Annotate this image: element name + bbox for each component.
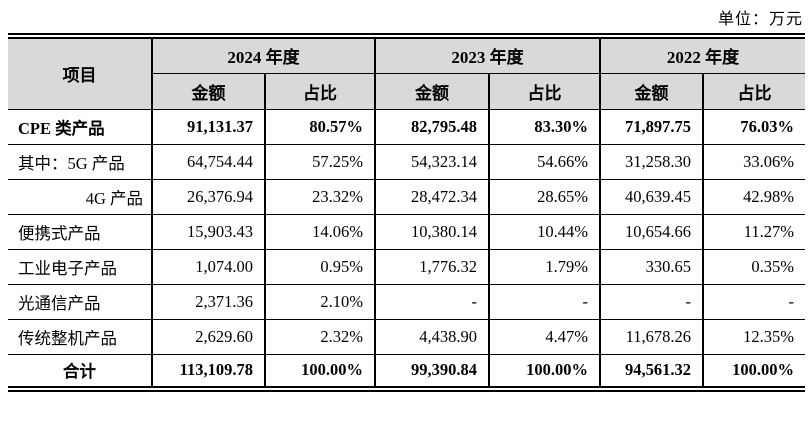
table-cell: 4,438.90 <box>374 318 490 355</box>
table-cell: 76.03% <box>702 108 805 145</box>
table-header-years: 项目 2024 年度 2023 年度 2022 年度 <box>8 35 805 110</box>
column-header-ratio-2024: 占比 <box>264 72 376 110</box>
table-cell: 2,371.36 <box>151 283 266 320</box>
table-cell: 57.25% <box>264 143 376 180</box>
table-row-optical-communication: 光通信产品 2,371.36 2.10% - - - - <box>8 283 805 320</box>
column-header-amount-2022: 金额 <box>599 72 704 110</box>
revenue-by-product-table: 项目 2024 年度 2023 年度 2022 年度 金额 占比 金额 占比 金… <box>8 33 805 392</box>
table-cell: 10,654.66 <box>599 213 704 250</box>
table-cell: 12.35% <box>702 318 805 355</box>
table-row-portable-products: 便携式产品 15,903.43 14.06% 10,380.14 10.44% … <box>8 213 805 250</box>
table-cell: 100.00% <box>264 353 376 390</box>
table-cell: 82,795.48 <box>374 108 490 145</box>
table-cell: 1,074.00 <box>151 248 266 285</box>
table-cell: - <box>702 283 805 320</box>
table-cell: 71,897.75 <box>599 108 704 145</box>
table-cell: 94,561.32 <box>599 353 704 390</box>
row-label: 工业电子产品 <box>8 248 153 285</box>
table-cell: - <box>374 283 490 320</box>
row-label: 传统整机产品 <box>8 318 153 355</box>
table-cell: 14.06% <box>264 213 376 250</box>
table-cell: 1.79% <box>488 248 601 285</box>
table-row-cpe-products: CPE 类产品 91,131.37 80.57% 82,795.48 83.30… <box>8 108 805 145</box>
row-label: 4G 产品 <box>8 178 153 215</box>
table-cell: 2.32% <box>264 318 376 355</box>
row-label: 合计 <box>8 353 153 390</box>
row-label: 便携式产品 <box>8 213 153 250</box>
table-cell: 11.27% <box>702 213 805 250</box>
table-cell: 15,903.43 <box>151 213 266 250</box>
table-cell: 100.00% <box>488 353 601 390</box>
table-cell: 23.32% <box>264 178 376 215</box>
table-cell: 91,131.37 <box>151 108 266 145</box>
table-row-traditional-machines: 传统整机产品 2,629.60 2.32% 4,438.90 4.47% 11,… <box>8 318 805 355</box>
column-header-year-2023: 2023 年度 <box>374 35 601 74</box>
table-cell: - <box>488 283 601 320</box>
table-cell: 40,639.45 <box>599 178 704 215</box>
column-header-year-2022: 2022 年度 <box>599 35 805 74</box>
table-cell: 0.35% <box>702 248 805 285</box>
table-cell: 10,380.14 <box>374 213 490 250</box>
column-header-year-2024: 2024 年度 <box>151 35 376 74</box>
table-row-industrial-electronics: 工业电子产品 1,074.00 0.95% 1,776.32 1.79% 330… <box>8 248 805 285</box>
table-cell: 33.06% <box>702 143 805 180</box>
table-cell: 2.10% <box>264 283 376 320</box>
table-cell: 113,109.78 <box>151 353 266 390</box>
column-header-ratio-2022: 占比 <box>702 72 805 110</box>
table-cell: 80.57% <box>264 108 376 145</box>
column-header-amount-2024: 金额 <box>152 72 266 110</box>
column-header-ratio-2023: 占比 <box>488 72 601 110</box>
table-cell: 0.95% <box>264 248 376 285</box>
row-label: 光通信产品 <box>8 283 153 320</box>
table-cell: 4.47% <box>488 318 601 355</box>
row-label: CPE 类产品 <box>8 108 153 145</box>
table-cell: 83.30% <box>488 108 601 145</box>
table-row-total: 合计 113,109.78 100.00% 99,390.84 100.00% … <box>8 353 805 390</box>
table-row-4g-products: 4G 产品 26,376.94 23.32% 28,472.34 28.65% … <box>8 178 805 215</box>
table-cell: 2,629.60 <box>151 318 266 355</box>
column-header-amount-2023: 金额 <box>374 72 490 110</box>
table-cell: - <box>599 283 704 320</box>
table-cell: 100.00% <box>702 353 805 390</box>
table-cell: 11,678.26 <box>599 318 704 355</box>
table-row-5g-products: 其中：5G 产品 64,754.44 57.25% 54,323.14 54.6… <box>8 143 805 180</box>
table-cell: 31,258.30 <box>599 143 704 180</box>
table-cell: 54,323.14 <box>374 143 490 180</box>
table-cell: 28,472.34 <box>374 178 490 215</box>
unit-label: 单位：万元 <box>717 11 803 28</box>
table-cell: 42.98% <box>702 178 805 215</box>
row-label: 其中：5G 产品 <box>8 143 153 180</box>
column-header-item: 项目 <box>8 35 153 110</box>
table-cell: 1,776.32 <box>374 248 490 285</box>
revenue-table-container: 项目 2024 年度 2023 年度 2022 年度 金额 占比 金额 占比 金… <box>8 33 805 392</box>
table-cell: 330.65 <box>599 248 704 285</box>
table-cell: 28.65% <box>488 178 601 215</box>
table-cell: 26,376.94 <box>151 178 266 215</box>
table-cell: 99,390.84 <box>374 353 490 390</box>
table-cell: 64,754.44 <box>151 143 266 180</box>
table-cell: 10.44% <box>488 213 601 250</box>
table-cell: 54.66% <box>488 143 601 180</box>
